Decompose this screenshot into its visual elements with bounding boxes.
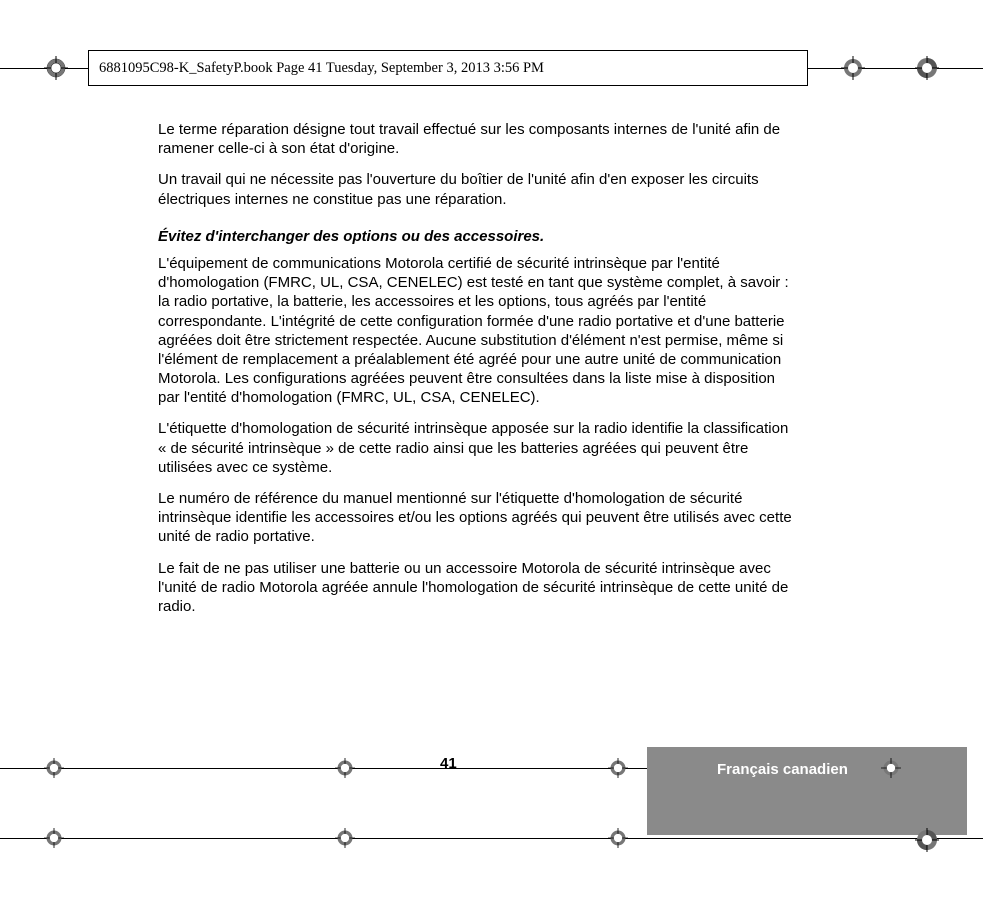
page-number: 41 xyxy=(440,755,457,772)
cropmark-icon xyxy=(335,758,355,778)
paragraph: Un travail qui ne nécessite pas l'ouvert… xyxy=(158,170,792,208)
cropmark-icon xyxy=(44,56,68,80)
header-text: 6881095C98-K_SafetyP.book Page 41 Tuesda… xyxy=(99,60,544,77)
footer-crop-line-top xyxy=(0,768,647,769)
cropmark-icon xyxy=(44,828,64,848)
paragraph: L'étiquette d'homologation de sécurité i… xyxy=(158,419,792,477)
paragraph: L'équipement de communications Motorola … xyxy=(158,254,792,408)
cropmark-icon xyxy=(915,828,939,852)
cropmark-icon xyxy=(841,56,865,80)
header-bar: 6881095C98-K_SafetyP.book Page 41 Tuesda… xyxy=(0,48,983,88)
paragraph: Le numéro de référence du manuel mention… xyxy=(158,489,792,547)
paragraph: Le fait de ne pas utiliser une batterie … xyxy=(158,559,792,617)
cropmark-icon xyxy=(44,758,64,778)
cropmark-icon xyxy=(915,56,939,80)
paragraph: Le terme réparation désigne tout travail… xyxy=(158,120,792,158)
cropmark-icon xyxy=(881,758,901,778)
footer-crop-line-bottom xyxy=(0,838,983,839)
cropmark-icon xyxy=(335,828,355,848)
page-body: Le terme réparation désigne tout travail… xyxy=(158,120,792,628)
cropmark-icon xyxy=(608,758,628,778)
language-label: Français canadien xyxy=(717,761,848,778)
header-info-box: 6881095C98-K_SafetyP.book Page 41 Tuesda… xyxy=(88,50,808,86)
language-tab: Français canadien xyxy=(647,747,967,835)
section-heading: Évitez d'interchanger des options ou des… xyxy=(158,227,792,246)
cropmark-icon xyxy=(608,828,628,848)
